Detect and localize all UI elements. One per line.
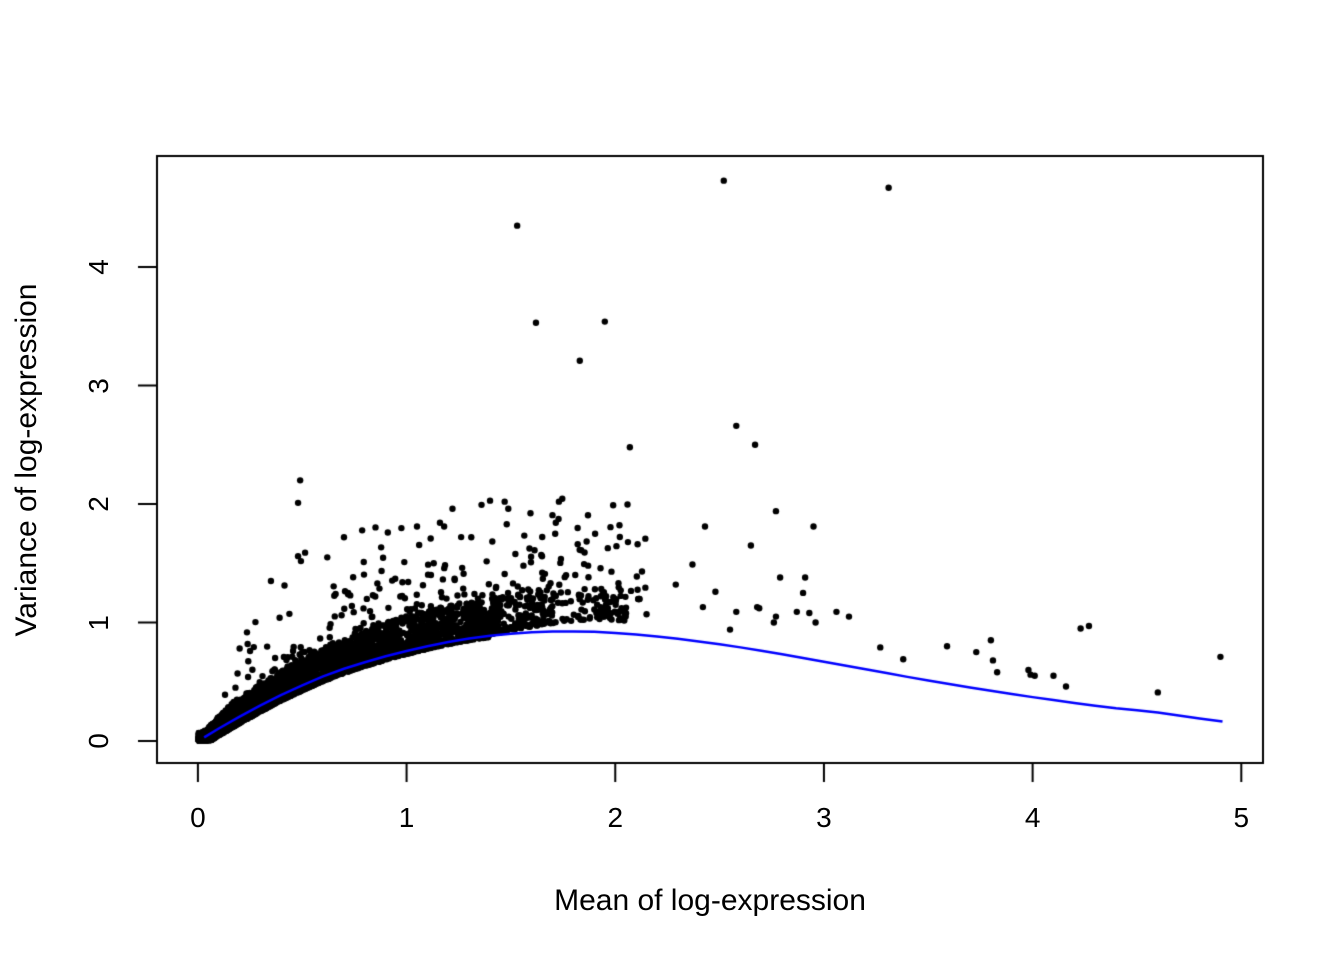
- x-tick-label: 2: [607, 802, 624, 833]
- y-tick-label: 1: [83, 614, 114, 631]
- y-tick-label: 2: [83, 496, 114, 512]
- y-tick-label: 0: [83, 733, 114, 749]
- x-axis-title: Mean of log-expression: [554, 884, 866, 917]
- x-tick-label: 3: [816, 802, 832, 833]
- y-axis-title: Variance of log-expression: [10, 283, 43, 637]
- y-tick-label: 4: [83, 259, 114, 275]
- x-tick-label: 1: [398, 802, 415, 833]
- y-tick-label: 3: [83, 377, 114, 394]
- x-tick-label: 4: [1024, 802, 1041, 833]
- x-tick-label: 0: [190, 802, 206, 833]
- x-tick-label: 5: [1233, 802, 1250, 833]
